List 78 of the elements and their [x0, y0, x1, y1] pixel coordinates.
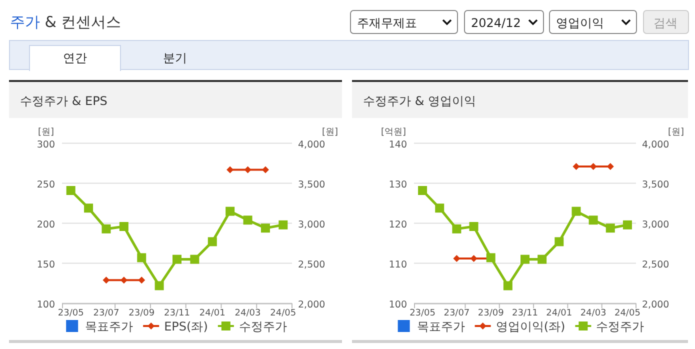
- y-tick-label: 110: [388, 259, 407, 270]
- point: [208, 237, 217, 246]
- legend-label: 수정주가: [596, 320, 644, 334]
- text: 검색: [654, 16, 678, 30]
- point: [137, 253, 146, 262]
- y-tick-label: 100: [36, 299, 55, 310]
- x-tick-label: 23/05: [58, 308, 84, 318]
- point: [435, 204, 444, 213]
- point: [520, 254, 530, 264]
- x-tick-label: 24/01: [199, 308, 226, 318]
- chart-title: 수정주가 & EPS: [20, 94, 108, 108]
- y2-tick-label: 3,500: [298, 179, 326, 190]
- x-tick-label: 23/07: [444, 308, 470, 318]
- point: [606, 224, 615, 233]
- point: [278, 220, 288, 230]
- point: [119, 222, 128, 231]
- text: 주가 & 컨센서스: [10, 13, 122, 31]
- x-tick-label: 23/09: [478, 308, 504, 318]
- point: [190, 254, 200, 264]
- y-axis-title: [억원]: [380, 127, 406, 138]
- y2-axis-title: [원]: [322, 127, 338, 138]
- x-tick-label: 24/01: [546, 308, 572, 318]
- legend-label: 수정주가: [238, 320, 287, 334]
- x-tick-label: 23/05: [410, 308, 436, 318]
- y2-tick-label: 4,000: [642, 139, 670, 150]
- y-tick-label: 250: [36, 179, 55, 190]
- point: [226, 206, 235, 216]
- text: 영업이익: [556, 16, 604, 30]
- y-tick-label: 150: [36, 259, 55, 270]
- y2-tick-label: 3,500: [642, 179, 670, 190]
- point: [572, 206, 581, 216]
- point: [102, 224, 111, 234]
- y2-tick-label: 3,000: [298, 219, 326, 230]
- point: [260, 224, 270, 233]
- legend-label: EPS(좌): [164, 320, 208, 334]
- legend-label: 목표주가: [85, 320, 134, 334]
- point: [503, 281, 512, 290]
- y2-tick-label: 2,000: [642, 299, 670, 310]
- x-tick-label: 23/11: [512, 308, 538, 318]
- point: [622, 220, 632, 230]
- y-tick-label: 140: [388, 139, 407, 150]
- x-tick-label: 23/07: [93, 308, 120, 318]
- point: [418, 186, 428, 195]
- y2-tick-label: 2,000: [298, 299, 326, 310]
- y-axis-title: [원]: [38, 127, 54, 138]
- y2-axis-title: [원]: [668, 127, 684, 138]
- point: [84, 204, 94, 213]
- x-tick-label: 24/03: [580, 308, 606, 318]
- point: [588, 216, 598, 225]
- text: 주재무제표: [357, 16, 417, 30]
- x-tick-label: 24/05: [270, 308, 296, 318]
- text: 분기: [163, 51, 187, 65]
- y2-tick-label: 3,000: [642, 219, 670, 230]
- point: [66, 186, 76, 195]
- y-tick-label: 300: [36, 139, 55, 150]
- y-tick-label: 200: [36, 219, 55, 230]
- text: 2024/12: [471, 16, 521, 30]
- point: [154, 281, 164, 290]
- legend-label: 목표주가: [416, 320, 465, 334]
- x-tick-label: 24/03: [234, 308, 261, 318]
- x-tick-label: 23/09: [128, 308, 155, 318]
- chart-title: 수정주가 & 영업이익: [363, 94, 476, 108]
- y2-tick-label: 2,500: [642, 259, 670, 270]
- y2-tick-label: 4,000: [298, 139, 326, 150]
- y2-tick-label: 2,500: [298, 259, 326, 270]
- y-tick-label: 100: [388, 299, 407, 310]
- x-tick-label: 24/05: [614, 308, 640, 318]
- legend-label: 영업이익(좌): [496, 320, 566, 334]
- point: [554, 237, 564, 246]
- point: [469, 222, 478, 231]
- y-tick-label: 130: [388, 179, 407, 190]
- x-tick-label: 23/11: [164, 308, 190, 318]
- point: [538, 254, 547, 264]
- point: [452, 224, 462, 234]
- y-tick-label: 120: [388, 219, 407, 230]
- text: 연간: [63, 51, 87, 65]
- point: [243, 216, 252, 225]
- point: [172, 254, 182, 264]
